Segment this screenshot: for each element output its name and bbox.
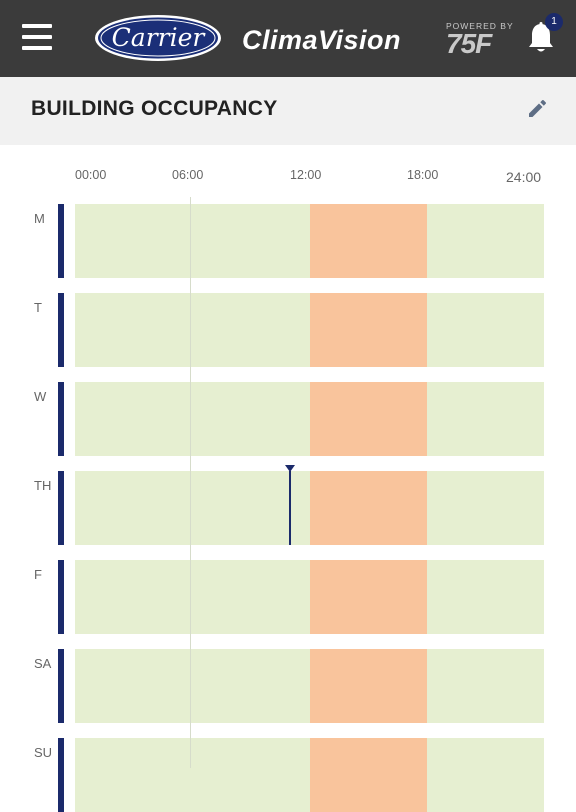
schedule-track[interactable]	[75, 204, 544, 278]
time-tick: 18:00	[407, 168, 439, 182]
occupied-block[interactable]	[309, 471, 427, 545]
day-label: TH	[34, 478, 52, 493]
occupied-block[interactable]	[309, 560, 427, 634]
powered-by-label: POWERED BY	[446, 21, 514, 31]
schedule-track[interactable]	[75, 465, 544, 545]
occupied-block[interactable]	[309, 738, 427, 812]
day-label: M	[34, 211, 45, 226]
time-tick: 24:00	[506, 169, 542, 185]
day-indicator-bar	[58, 471, 64, 545]
day-label: T	[34, 300, 42, 315]
day-indicator-bar	[58, 738, 64, 812]
gridline-06	[190, 197, 191, 768]
current-time-marker-head	[284, 465, 295, 472]
schedule-track[interactable]	[75, 293, 544, 367]
day-row: F	[0, 560, 576, 634]
section-header	[0, 77, 576, 145]
day-label: W	[34, 389, 47, 404]
schedule-track[interactable]	[75, 560, 544, 634]
day-row: SA	[0, 649, 576, 723]
day-label: SA	[34, 656, 52, 671]
time-tick: 12:00	[290, 168, 322, 182]
day-indicator-bar	[58, 560, 64, 634]
carrier-logo-text: Carrier	[111, 23, 205, 52]
day-row: TH	[0, 465, 576, 545]
page-title: BUILDING OCCUPANCY	[31, 97, 278, 120]
occupied-block[interactable]	[309, 382, 427, 456]
schedule-track[interactable]	[75, 382, 544, 456]
day-indicator-bar	[58, 204, 64, 278]
time-tick: 00:00	[75, 168, 107, 182]
current-time-marker	[288, 471, 291, 545]
partner-logo: 75F	[446, 28, 492, 59]
day-indicator-bar	[58, 293, 64, 367]
hamburger-icon[interactable]	[22, 24, 52, 50]
occupied-block[interactable]	[309, 204, 427, 278]
notification-badge: 1	[545, 13, 563, 31]
day-row: M	[0, 204, 576, 278]
day-label: F	[34, 567, 42, 582]
time-tick: 06:00	[172, 168, 204, 182]
day-row: T	[0, 293, 576, 367]
day-indicator-bar	[58, 382, 64, 456]
day-row: W	[0, 382, 576, 456]
app-name: ClimaVision	[242, 25, 402, 55]
bell-icon[interactable]	[527, 22, 555, 54]
day-indicator-bar	[58, 649, 64, 723]
top-app-bar: Carrier ClimaVision POWERED BY 75F 1	[0, 0, 576, 77]
occupied-block[interactable]	[309, 649, 427, 723]
occupied-block[interactable]	[309, 293, 427, 367]
day-label: SU	[34, 745, 53, 760]
schedule-track[interactable]	[75, 738, 544, 812]
pencil-icon[interactable]	[526, 98, 548, 120]
day-row: SU	[0, 738, 576, 812]
carrier-logo: Carrier	[93, 13, 223, 63]
schedule-track[interactable]	[75, 649, 544, 723]
